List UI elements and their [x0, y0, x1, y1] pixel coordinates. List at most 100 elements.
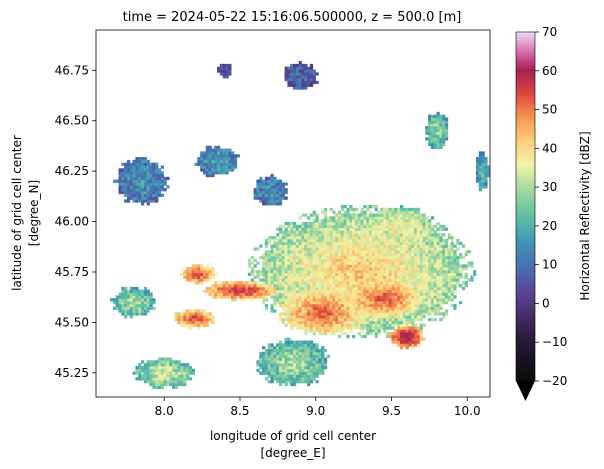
reflectivity-cell [366, 298, 370, 302]
reflectivity-cell [312, 233, 316, 237]
reflectivity-cell [284, 315, 288, 319]
reflectivity-cell [335, 275, 339, 279]
reflectivity-cell [343, 298, 347, 302]
reflectivity-cell [363, 253, 367, 257]
reflectivity-cell [146, 162, 150, 166]
reflectivity-cell [194, 315, 198, 319]
reflectivity-cell [374, 253, 378, 257]
reflectivity-cell [290, 63, 294, 68]
reflectivity-cell [326, 230, 330, 234]
reflectivity-cell [459, 301, 463, 305]
reflectivity-cell [411, 224, 415, 229]
reflectivity-cell [391, 289, 395, 293]
reflectivity-cell [391, 286, 395, 291]
reflectivity-cell [329, 332, 333, 336]
reflectivity-cell [197, 326, 201, 330]
reflectivity-cell [188, 326, 193, 330]
reflectivity-cell [340, 278, 345, 282]
reflectivity-cell [270, 176, 274, 181]
reflectivity-cell [278, 351, 283, 356]
reflectivity-cell [456, 269, 460, 274]
reflectivity-cell [276, 247, 280, 251]
reflectivity-cell [430, 216, 435, 220]
reflectivity-cell [298, 380, 302, 384]
reflectivity-cell [293, 281, 297, 285]
reflectivity-cell [155, 193, 159, 197]
reflectivity-cell [312, 80, 316, 85]
reflectivity-cell [425, 238, 429, 243]
reflectivity-cell [138, 309, 142, 313]
reflectivity-cell [287, 77, 291, 82]
reflectivity-cell [394, 292, 398, 296]
reflectivity-cell [267, 241, 271, 245]
reflectivity-cell [352, 289, 356, 293]
reflectivity-cell [200, 317, 204, 322]
reflectivity-cell [315, 241, 319, 245]
reflectivity-cell [419, 295, 423, 299]
reflectivity-cell [188, 315, 193, 319]
reflectivity-cell [371, 281, 376, 285]
reflectivity-cell [374, 332, 378, 336]
reflectivity-cell [304, 264, 308, 268]
reflectivity-cell [284, 75, 288, 79]
reflectivity-cell [332, 323, 336, 327]
reflectivity-cell [414, 264, 418, 268]
reflectivity-cell [135, 303, 139, 308]
reflectivity-cell [267, 267, 271, 271]
reflectivity-cell [307, 326, 311, 330]
reflectivity-cell [436, 238, 440, 243]
reflectivity-cell [152, 168, 156, 172]
reflectivity-cell [414, 233, 418, 237]
reflectivity-cell [439, 281, 443, 285]
reflectivity-cell [383, 261, 387, 265]
reflectivity-cell [318, 250, 322, 254]
reflectivity-cell [200, 323, 204, 327]
reflectivity-cell [155, 371, 159, 375]
reflectivity-cell [129, 176, 133, 181]
reflectivity-cell [250, 261, 254, 265]
reflectivity-cell [374, 221, 378, 226]
reflectivity-cell [208, 317, 212, 322]
reflectivity-cell [245, 295, 249, 299]
reflectivity-cell [298, 377, 302, 381]
reflectivity-cell [194, 309, 198, 313]
reflectivity-cell [270, 380, 274, 384]
reflectivity-cell [301, 320, 305, 324]
reflectivity-cell [343, 272, 347, 276]
reflectivity-cell [338, 284, 342, 288]
reflectivity-cell [360, 269, 364, 274]
reflectivity-cell [422, 250, 426, 254]
reflectivity-cell [295, 69, 300, 73]
reflectivity-cell [453, 261, 457, 265]
reflectivity-cell [408, 213, 412, 217]
reflectivity-cell [245, 292, 249, 296]
reflectivity-cell [262, 199, 266, 203]
reflectivity-cell [481, 154, 485, 158]
reflectivity-cell [118, 298, 122, 302]
reflectivity-cell [225, 165, 229, 169]
reflectivity-cell [391, 284, 395, 288]
reflectivity-cell [399, 236, 404, 240]
reflectivity-cell [290, 236, 294, 240]
reflectivity-cell [290, 298, 294, 302]
reflectivity-cell [411, 216, 415, 220]
reflectivity-cell [264, 298, 269, 302]
reflectivity-cell [436, 264, 440, 268]
reflectivity-cell [293, 247, 297, 251]
reflectivity-cell [332, 216, 336, 220]
reflectivity-cell [383, 312, 387, 316]
reflectivity-cell [304, 303, 308, 308]
reflectivity-cell [146, 196, 150, 200]
reflectivity-cell [267, 289, 271, 293]
reflectivity-cell [335, 286, 339, 291]
reflectivity-cell [405, 255, 409, 260]
reflectivity-cell [419, 301, 423, 305]
reflectivity-cell [205, 312, 209, 316]
reflectivity-cell [388, 272, 392, 276]
reflectivity-cell [197, 320, 201, 324]
reflectivity-cell [301, 213, 305, 217]
reflectivity-cell [430, 295, 435, 299]
reflectivity-cell [338, 238, 342, 243]
reflectivity-cell [290, 354, 294, 358]
